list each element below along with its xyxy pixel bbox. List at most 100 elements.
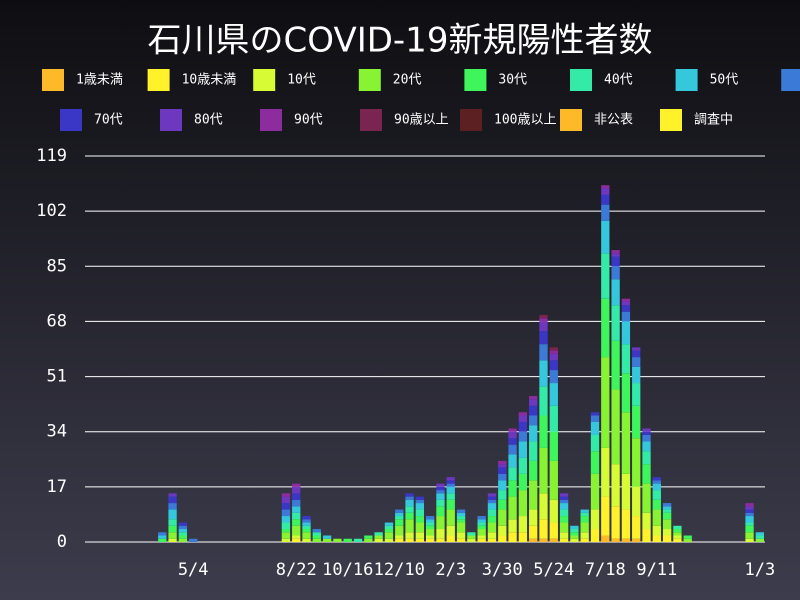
bar-segment bbox=[343, 538, 352, 542]
bar-segment bbox=[487, 538, 497, 542]
bar-segment bbox=[549, 350, 558, 354]
bar-segment bbox=[312, 535, 321, 539]
legend-label: 10代 bbox=[287, 73, 316, 88]
bar-segment bbox=[580, 512, 589, 517]
bar-segment bbox=[745, 532, 754, 539]
bar-segment bbox=[508, 454, 517, 468]
bar-segment bbox=[436, 483, 445, 487]
legend-swatch bbox=[675, 69, 698, 91]
y-tick-label: 51 bbox=[47, 367, 67, 387]
bar-segment bbox=[477, 538, 486, 542]
bar-segment bbox=[683, 538, 692, 542]
bar-segment bbox=[436, 506, 445, 517]
bar-segment bbox=[508, 480, 517, 497]
bar-segment bbox=[642, 512, 651, 530]
bar-segment bbox=[621, 305, 631, 312]
bar-segment bbox=[498, 467, 507, 474]
bar-segment bbox=[168, 538, 177, 542]
bar-segment bbox=[570, 535, 579, 539]
bar-segment bbox=[652, 480, 661, 484]
bar-segment bbox=[302, 538, 311, 542]
bar-segment bbox=[436, 493, 445, 500]
bar-segment bbox=[570, 538, 579, 542]
bar-segment bbox=[745, 525, 754, 533]
y-tick-label: 68 bbox=[47, 311, 67, 331]
x-tick-label: 5/24 bbox=[533, 560, 574, 580]
y-tick-label: 34 bbox=[47, 422, 67, 442]
bar-segment bbox=[539, 538, 548, 542]
bar-segment bbox=[621, 509, 631, 539]
bar-segment bbox=[508, 532, 517, 542]
bar-segment bbox=[384, 522, 394, 526]
bar-segment bbox=[281, 496, 291, 504]
bar-segment bbox=[621, 298, 631, 302]
bar-segment bbox=[559, 509, 569, 517]
bar-segment bbox=[426, 519, 435, 523]
legend-swatch bbox=[460, 109, 482, 131]
bar-segment bbox=[601, 298, 610, 358]
bar-segment bbox=[529, 460, 538, 481]
x-tick-label: 9/11 bbox=[636, 560, 677, 580]
bar-segment bbox=[487, 522, 497, 533]
bar-segment bbox=[642, 431, 651, 435]
bar-segment bbox=[518, 490, 528, 517]
bar-segment bbox=[570, 529, 579, 533]
bar-segment bbox=[755, 535, 764, 539]
bar-segment bbox=[322, 535, 332, 539]
bar-segment bbox=[570, 532, 579, 536]
bar-segment bbox=[601, 357, 610, 448]
bar-segment bbox=[673, 535, 682, 539]
bar-segment bbox=[446, 483, 455, 487]
bar-segment bbox=[539, 519, 548, 539]
bar-segment bbox=[518, 457, 528, 474]
bar-segment bbox=[590, 415, 600, 422]
bar-segment bbox=[456, 516, 466, 520]
bar-segment bbox=[467, 538, 476, 542]
bar-segment bbox=[405, 532, 414, 539]
bar-segment bbox=[529, 415, 538, 426]
legend-label: 調査中 bbox=[694, 113, 733, 128]
bar-segment bbox=[364, 538, 373, 542]
legend-label: 30代 bbox=[498, 73, 527, 88]
bar-segment bbox=[529, 480, 538, 510]
bar-segment bbox=[611, 305, 620, 341]
bar-segment bbox=[559, 516, 569, 523]
bar-segment bbox=[549, 347, 558, 351]
bar-segment bbox=[302, 516, 311, 520]
bar-segment bbox=[487, 503, 497, 510]
bar-segment bbox=[292, 519, 301, 526]
bar-segment bbox=[601, 253, 610, 299]
bar-segment bbox=[292, 538, 301, 542]
bar-segment bbox=[178, 538, 188, 542]
bars bbox=[158, 185, 764, 542]
bar-segment bbox=[302, 522, 311, 526]
bar-segment bbox=[611, 506, 620, 539]
bar-segment bbox=[529, 441, 538, 461]
bar-segment bbox=[456, 512, 466, 517]
bar-segment bbox=[446, 486, 455, 494]
bar-segment bbox=[601, 220, 610, 254]
bar-segment bbox=[559, 538, 569, 542]
bar-segment bbox=[302, 525, 311, 530]
bar-segment bbox=[580, 516, 589, 523]
bar-segment bbox=[395, 535, 404, 539]
bar-segment bbox=[467, 532, 476, 536]
bar-segment bbox=[601, 185, 610, 189]
bar-segment bbox=[518, 441, 528, 458]
bar-segment bbox=[745, 506, 754, 510]
legend-swatch bbox=[42, 69, 64, 91]
bar-segment bbox=[559, 499, 569, 504]
bar-segment bbox=[158, 535, 167, 539]
bar-segment bbox=[281, 503, 291, 510]
bar-segment bbox=[662, 529, 672, 536]
bar-segment bbox=[611, 389, 620, 465]
bar-segment bbox=[745, 522, 754, 526]
legend-swatch bbox=[358, 69, 381, 91]
bar-segment bbox=[281, 493, 291, 497]
bar-segment bbox=[642, 434, 651, 442]
bar-segment bbox=[518, 473, 528, 491]
bar-segment bbox=[673, 525, 682, 530]
bar-segment bbox=[745, 503, 754, 507]
legend-swatch bbox=[160, 109, 182, 131]
bar-segment bbox=[384, 525, 394, 530]
